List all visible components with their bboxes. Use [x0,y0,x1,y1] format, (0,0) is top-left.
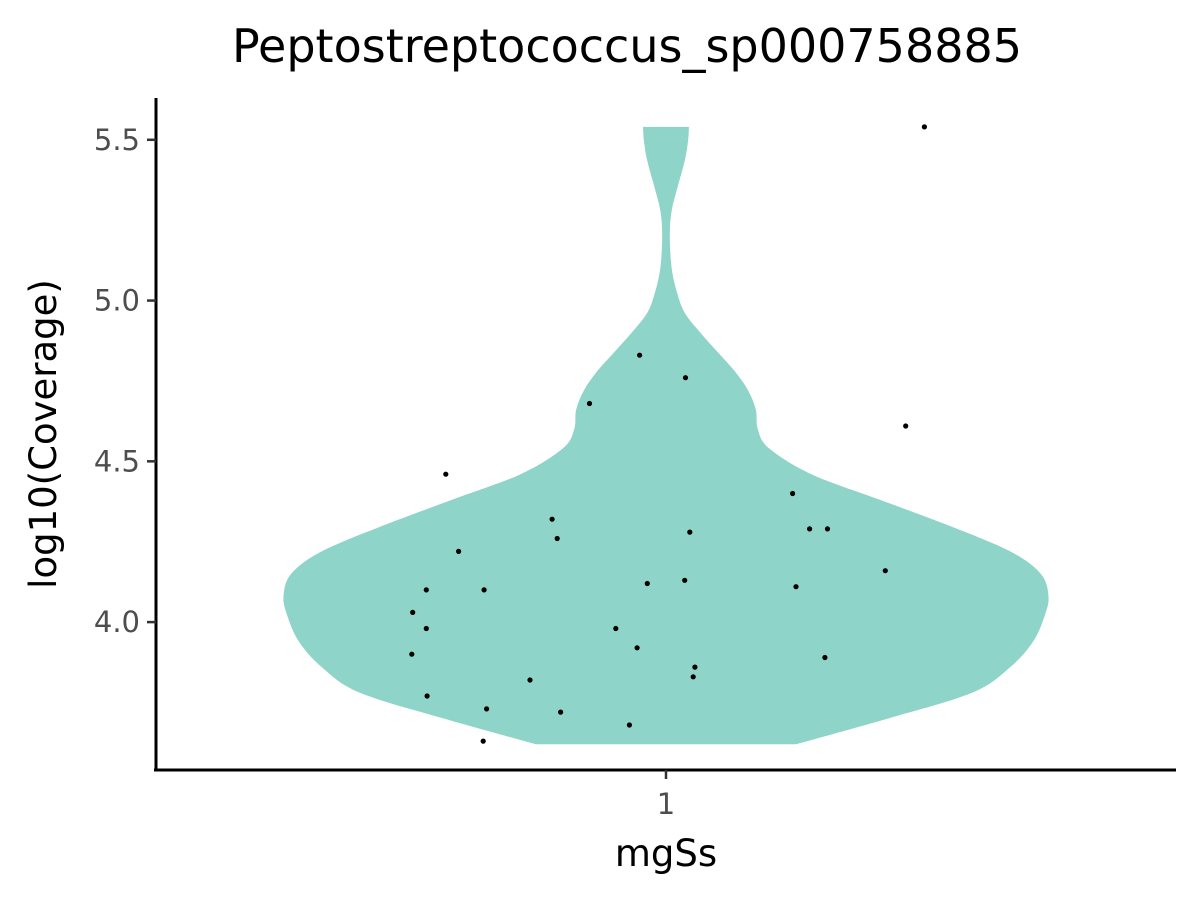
data-point [586,400,593,407]
data-point [692,664,698,670]
data-point [484,706,490,712]
data-point [822,654,828,661]
data-point [682,577,688,583]
data-point [682,375,689,381]
x-ticks: 1 [657,770,675,821]
data-point [793,584,799,590]
data-point [637,352,643,358]
data-point [456,548,462,555]
x-tick-label: 1 [657,787,675,821]
data-point [558,709,564,715]
plot-area [283,124,1049,745]
y-axis-title: log10(Coverage) [22,279,65,589]
data-point [443,471,449,477]
y-tick-label: 4.0 [94,605,140,639]
y-ticks: 4.0 4.5 5.0 5.5 [94,123,156,639]
data-point [790,490,796,497]
x-axis: 1 [154,768,1176,821]
data-point [480,738,486,744]
data-point [423,625,429,632]
y-tick-label: 4.5 [94,444,140,478]
data-point [527,677,533,683]
data-point [409,651,415,657]
data-point [687,529,693,535]
data-point [903,423,909,429]
data-point [410,609,416,616]
y-tick-label: 5.0 [94,284,140,318]
data-point [423,587,429,593]
y-tick-label: 5.5 [94,123,140,157]
data-point [921,124,928,130]
data-point [634,645,640,651]
jitter-points [409,124,928,744]
x-axis-title: mgSs [615,832,717,875]
data-point [554,535,560,542]
data-point [644,580,650,587]
data-point [626,722,633,728]
data-point [824,526,831,532]
data-point [807,526,813,532]
data-point [613,625,619,632]
violin-body [283,126,1049,745]
data-point [690,674,696,680]
y-axis: 4.0 4.5 5.0 5.5 [94,98,158,771]
data-point [549,516,555,522]
data-point [424,693,430,699]
data-point [882,568,888,574]
chart-title: Peptostreptococcus_sp000758885 [232,19,1022,73]
data-point [481,587,487,593]
